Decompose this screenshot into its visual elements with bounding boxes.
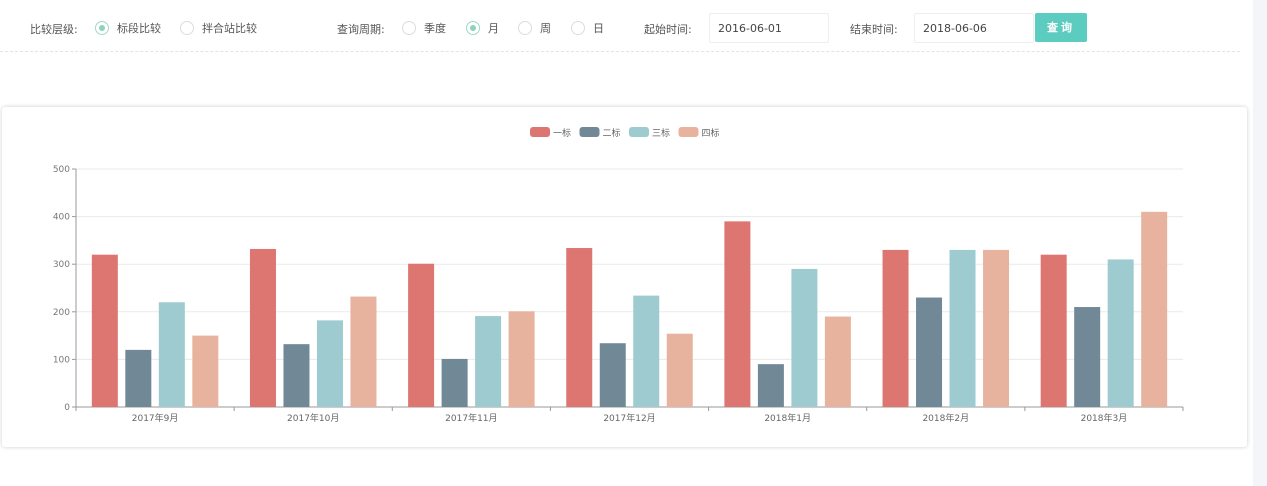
bar-1-4: [724, 221, 751, 407]
bar-3-5: [949, 249, 976, 407]
bar-4-1: [350, 296, 377, 407]
x-tick-label: 2017年11月: [445, 412, 497, 424]
bar-4-4: [824, 316, 851, 407]
radio-label: 日: [593, 22, 604, 35]
legend-label: 四标: [702, 127, 720, 139]
bar-2-0: [125, 349, 152, 407]
x-tick-label: 2018年2月: [922, 412, 969, 424]
bar-4-6: [1141, 211, 1168, 407]
chart-card: 0 100 200 300 400 500 2017年9月 2017年10月 2017年11月 2…: [2, 107, 1247, 447]
start-label: 起始时间:: [644, 23, 692, 36]
radio-icon: [466, 21, 480, 35]
legend-swatch: [678, 127, 699, 137]
bar-3-6: [1107, 259, 1134, 407]
radio-label: 周: [540, 22, 551, 35]
bar-2-1: [283, 344, 310, 407]
radio-period-week[interactable]: 周: [518, 20, 551, 36]
start-date-input[interactable]: 2016-06-01: [709, 13, 829, 43]
y-tick-label: 300: [53, 260, 70, 270]
radio-icon: [180, 21, 194, 35]
radio-icon: [402, 21, 416, 35]
y-tick-label: 500: [53, 165, 70, 175]
radio-period-month[interactable]: 月: [466, 20, 499, 36]
bar-3-4: [791, 268, 818, 407]
radio-period-quarter[interactable]: 季度: [402, 20, 446, 36]
legend-label: 一标: [553, 127, 571, 139]
bar-2-6: [1074, 307, 1101, 407]
legend-label: 三标: [652, 127, 670, 139]
bar-1-0: [91, 254, 118, 407]
bar-1-5: [882, 249, 909, 407]
radio-label: 标段比较: [117, 22, 161, 35]
radio-level-station[interactable]: 拌合站比较: [180, 20, 257, 36]
legend-label: 二标: [603, 127, 621, 139]
radio-label: 月: [488, 22, 499, 35]
bar-1-1: [249, 248, 276, 407]
radio-period-day[interactable]: 日: [571, 20, 604, 36]
y-tick-label: 400: [53, 213, 70, 223]
bar-3-3: [633, 295, 660, 407]
radio-label: 季度: [424, 22, 446, 35]
query-button[interactable]: 查询: [1035, 13, 1087, 42]
radio-icon: [95, 21, 109, 35]
bar-4-2: [508, 311, 535, 407]
radio-label: 拌合站比较: [202, 22, 257, 35]
period-label: 查询周期:: [337, 23, 385, 36]
bar-1-2: [408, 263, 435, 407]
level-label: 比较层级:: [30, 23, 78, 36]
bar-4-3: [666, 333, 693, 407]
filter-bar: 比较层级: 标段比较 拌合站比较 查询周期: 季度 月 周 日 起始时间: 20…: [0, 0, 1240, 52]
bar-2-2: [441, 358, 468, 407]
x-tick-label: 2018年3月: [1081, 412, 1128, 424]
bar-chart: 0 100 200 300 400 500 2017年9月 2017年10月 2017年11月 2…: [53, 127, 1184, 424]
bar-1-6: [1040, 254, 1067, 407]
radio-level-section[interactable]: 标段比较: [95, 20, 161, 36]
legend-swatch: [629, 127, 649, 137]
x-tick-label: 2018年1月: [764, 412, 811, 424]
bar-4-0: [192, 335, 219, 407]
x-tick-label: 2017年10月: [287, 412, 339, 424]
bar-2-4: [757, 364, 784, 407]
x-tick-label: 2017年9月: [132, 412, 179, 424]
x-tick-label: 2017年12月: [603, 412, 655, 424]
bar-2-3: [599, 343, 626, 407]
end-date-input[interactable]: 2018-06-06: [914, 13, 1034, 43]
legend-swatch: [530, 127, 550, 137]
bar-3-1: [316, 320, 343, 407]
bar-1-3: [566, 248, 593, 407]
scrollbar-track[interactable]: [1253, 0, 1267, 486]
end-label: 结束时间:: [850, 23, 898, 36]
bar-3-0: [158, 302, 185, 407]
bar-3-2: [475, 316, 502, 407]
radio-icon: [518, 21, 532, 35]
legend-swatch: [579, 127, 600, 137]
y-tick-label: 200: [53, 308, 70, 318]
bar-2-5: [916, 297, 943, 407]
bar-4-5: [983, 249, 1010, 407]
y-tick-label: 100: [53, 355, 70, 365]
y-tick-label: 0: [64, 403, 70, 413]
radio-icon: [571, 21, 585, 35]
